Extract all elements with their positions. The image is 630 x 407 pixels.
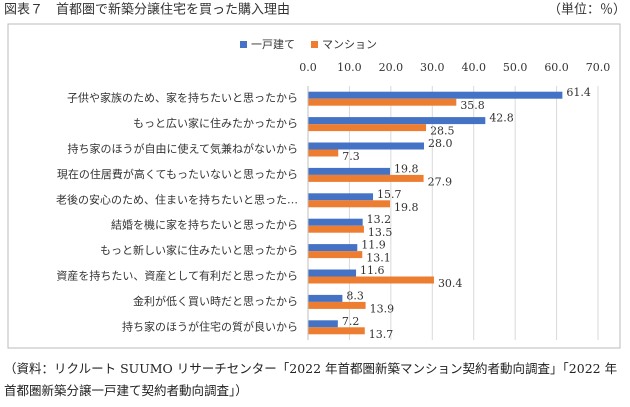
y-tick-label: 金利が低く買い時だと思ったから (133, 294, 298, 308)
bar (308, 124, 427, 132)
unit-label: （単位：％） (548, 2, 626, 18)
value-label: 13.2 (367, 213, 392, 226)
bar (308, 225, 364, 233)
bar (308, 167, 391, 175)
bar (308, 98, 457, 106)
bar (308, 218, 363, 226)
bar (308, 200, 391, 208)
y-tick-label: もっと新しい家に住みたいと思ったから (100, 243, 298, 257)
bar (308, 117, 486, 125)
bar (308, 269, 357, 277)
x-tick-label: 0.0 (299, 61, 317, 74)
value-label: 19.8 (394, 201, 419, 214)
value-label: 30.4 (438, 277, 463, 290)
bar (308, 244, 358, 252)
bar (308, 251, 363, 259)
x-tick-label: 20.0 (379, 61, 404, 74)
legend-label: マンション (322, 38, 377, 51)
x-tick-label: 10.0 (337, 61, 362, 74)
bar (308, 327, 365, 335)
value-label: 28.5 (430, 125, 455, 138)
y-tick-label: もっと広い家に住みたかったから (133, 116, 298, 130)
value-label: 11.6 (360, 264, 385, 277)
y-tick-label: 持ち家のほうが住宅の質が良いから (122, 319, 298, 333)
value-label: 13.5 (368, 226, 393, 239)
value-label: 61.4 (566, 86, 591, 99)
legend-swatch (311, 41, 318, 48)
value-label: 13.9 (370, 302, 395, 315)
x-tick-label: 50.0 (503, 61, 528, 74)
y-tick-label: 資産を持ちたい、資産として有利だと思ったから (56, 269, 298, 283)
value-label: 8.3 (346, 289, 364, 302)
y-tick-label: 子供や家族のため、家を持ちたいと思ったから (67, 91, 298, 105)
value-label: 13.7 (369, 328, 394, 341)
bar (308, 174, 424, 182)
legend-label: 一戸建て (251, 37, 295, 51)
value-label: 11.9 (361, 239, 386, 252)
chart-title: 図表７ 首都圏で新築分譲住宅を買った購入理由 (4, 2, 290, 18)
bar (308, 320, 338, 328)
x-tick-label: 60.0 (544, 61, 569, 74)
source-note: （資料：リクルート SUUMO リサーチセンター「2022 年首都圏新築マンショ… (4, 361, 618, 398)
y-tick-label: 持ち家のほうが自由に使えて気兼ねがないから (68, 142, 298, 156)
bar (308, 294, 343, 302)
legend-swatch (240, 41, 247, 48)
y-tick-label: 老後の安心のため、住まいを持ちたいと思った… (56, 192, 298, 206)
bar (308, 149, 339, 157)
bar (308, 301, 366, 309)
value-label: 15.7 (377, 188, 402, 201)
bar (308, 91, 563, 99)
value-label: 42.8 (489, 112, 514, 125)
value-label: 35.8 (460, 99, 485, 112)
value-label: 28.0 (428, 137, 453, 150)
value-label: 27.9 (428, 175, 453, 188)
value-label: 13.1 (366, 252, 391, 265)
x-tick-label: 40.0 (461, 61, 486, 74)
bar (308, 193, 374, 201)
bar (308, 142, 424, 150)
value-label: 7.3 (342, 150, 360, 163)
bar (308, 276, 434, 284)
chart-frame (7, 23, 621, 349)
y-tick-label: 現在の住居費が高くてもったいないと思ったから (57, 167, 298, 181)
value-label: 19.8 (394, 162, 419, 175)
y-tick-label: 結婚を機に家を持ちたいと思ったから (111, 218, 298, 232)
value-label: 7.2 (342, 315, 360, 328)
x-tick-label: 70.0 (586, 61, 611, 74)
x-tick-label: 30.0 (420, 61, 445, 74)
